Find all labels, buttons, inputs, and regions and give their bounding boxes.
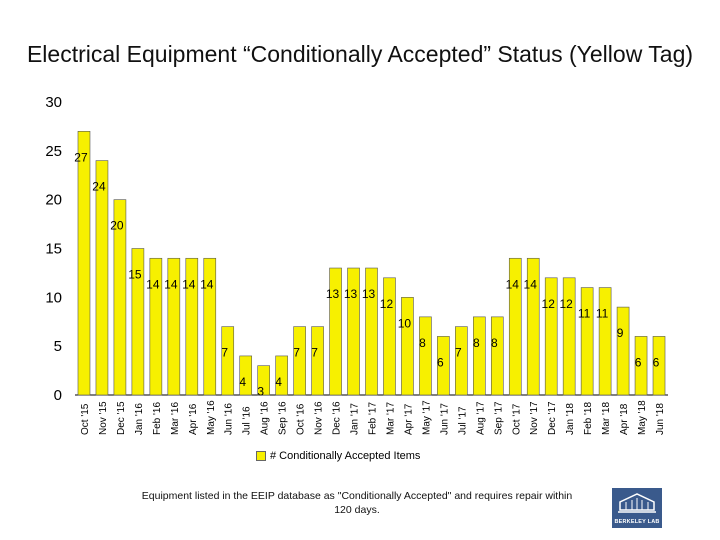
- data-label: 7: [221, 346, 228, 360]
- data-label: 8: [491, 336, 498, 350]
- y-tick-label: 15: [45, 241, 62, 258]
- bar: [563, 278, 575, 395]
- bar: [312, 327, 324, 395]
- y-tick-label: 25: [45, 143, 62, 160]
- bar: [78, 131, 90, 395]
- data-label: 14: [200, 277, 214, 291]
- data-label: 11: [578, 307, 591, 321]
- x-tick-label: Sep '16: [278, 401, 289, 435]
- data-label: 12: [380, 297, 394, 311]
- x-tick-label: Mar '18: [601, 402, 612, 435]
- x-tick-label: Aug '17: [475, 401, 486, 435]
- data-label: 8: [419, 336, 426, 350]
- x-tick-label: Feb '16: [152, 402, 163, 435]
- data-label: 4: [275, 375, 282, 389]
- x-tick-label: Jul '16: [242, 406, 253, 435]
- building-icon: [612, 488, 662, 518]
- x-tick-label: Jun '17: [439, 403, 450, 435]
- x-tick-label: Oct '17: [511, 403, 522, 435]
- x-tick-label: Dec '17: [547, 401, 558, 435]
- x-tick-label: May '16: [206, 400, 217, 435]
- x-tick-label: Nov '17: [529, 401, 540, 435]
- x-tick-label: Aug '16: [260, 401, 271, 435]
- data-label: 7: [293, 346, 300, 360]
- berkeley-lab-logo: BERKELEY LAB: [612, 488, 662, 528]
- data-label: 12: [542, 297, 556, 311]
- y-tick-label: 30: [45, 94, 62, 111]
- legend: # Conditionally Accepted Items: [256, 450, 420, 462]
- x-tick-label: Apr '16: [188, 403, 199, 435]
- bar: [401, 297, 413, 395]
- bar: [419, 317, 431, 395]
- y-tick-label: 10: [45, 289, 62, 306]
- bar: [222, 327, 234, 395]
- y-tick-label: 5: [54, 338, 62, 355]
- bar: [96, 161, 108, 395]
- x-tick-label: Apr '17: [403, 403, 414, 435]
- x-tick-label: Mar '17: [385, 402, 396, 435]
- x-tick-label: Jul '17: [457, 406, 468, 435]
- bar: [545, 278, 557, 395]
- x-tick-label: Oct '16: [296, 403, 307, 435]
- logo-text: BERKELEY LAB: [612, 519, 662, 525]
- data-label: 10: [398, 316, 412, 330]
- x-tick-label: Jun '18: [655, 403, 666, 435]
- y-tick-label: 0: [54, 387, 62, 404]
- x-tick-label: Jan '16: [134, 403, 145, 435]
- x-tick-label: Feb '18: [583, 402, 594, 435]
- x-tick-label: Oct '15: [80, 403, 91, 435]
- y-tick-label: 20: [45, 192, 62, 209]
- data-label: 15: [128, 268, 142, 282]
- data-label: 3: [257, 385, 264, 399]
- x-tick-label: Apr '18: [619, 403, 630, 435]
- x-tick-label: Sep '17: [493, 401, 504, 435]
- x-tick-label: Nov '16: [314, 401, 325, 435]
- bar: [473, 317, 485, 395]
- x-tick-label: Jun '16: [224, 403, 235, 435]
- data-label: 14: [506, 277, 520, 291]
- data-label: 14: [164, 277, 178, 291]
- data-label: 9: [617, 326, 624, 340]
- x-tick-label: Jan '18: [565, 403, 576, 435]
- x-tick-label: Jan '17: [350, 403, 361, 435]
- x-tick-label: Dec '16: [332, 401, 343, 435]
- legend-label: # Conditionally Accepted Items: [270, 450, 420, 462]
- data-label: 14: [146, 277, 160, 291]
- data-label: 14: [182, 277, 196, 291]
- data-label: 4: [239, 375, 246, 389]
- x-tick-label: Mar '16: [170, 402, 181, 435]
- data-label: 13: [362, 287, 376, 301]
- data-label: 11: [596, 307, 609, 321]
- x-tick-label: Dec '15: [116, 401, 127, 435]
- footnote: Equipment listed in the EEIP database as…: [132, 489, 582, 517]
- data-label: 7: [311, 346, 318, 360]
- data-label: 6: [635, 355, 642, 369]
- bar: [617, 307, 629, 395]
- data-label: 27: [74, 150, 88, 164]
- x-tick-label: May '18: [637, 400, 648, 435]
- bar: [383, 278, 395, 395]
- bar: [599, 288, 611, 395]
- data-label: 14: [524, 277, 538, 291]
- data-label: 12: [559, 297, 573, 311]
- data-label: 8: [473, 336, 480, 350]
- data-label: 13: [344, 287, 358, 301]
- bar: [581, 288, 593, 395]
- data-label: 6: [437, 355, 444, 369]
- data-label: 13: [326, 287, 340, 301]
- bar: [455, 327, 467, 395]
- x-tick-label: Nov '15: [98, 401, 109, 435]
- bar: [491, 317, 503, 395]
- x-tick-label: May '17: [421, 400, 432, 435]
- data-label: 20: [110, 219, 124, 233]
- data-label: 6: [653, 355, 660, 369]
- data-label: 24: [92, 180, 106, 194]
- legend-swatch: [256, 451, 266, 461]
- x-tick-label: Feb '17: [368, 402, 379, 435]
- data-label: 7: [455, 346, 462, 360]
- bar: [294, 327, 306, 395]
